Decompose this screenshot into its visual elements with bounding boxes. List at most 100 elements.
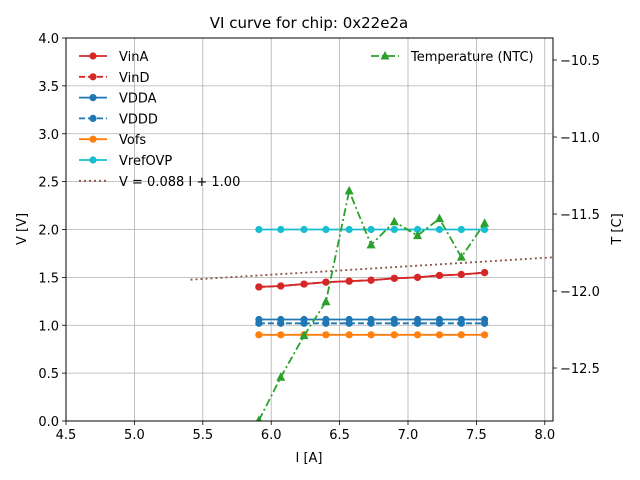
data-point-vind [457, 270, 465, 279]
y-tick-label: 3.5 [38, 80, 59, 95]
data-point-vddd [390, 319, 398, 327]
legend-label: VDDD [119, 112, 158, 127]
y-tick-label: 3.0 [38, 128, 59, 143]
x-tick-label: 7.0 [398, 428, 419, 443]
data-point-vind [300, 280, 308, 288]
legend-label: Vofs [119, 133, 146, 148]
data-point-temperature-ntc [456, 252, 466, 261]
legend-item-v-0-088-i-1-00: V = 0.088 I + 1.00 [79, 175, 240, 190]
data-point-vrefovp [300, 225, 308, 234]
data-point-temperature-ntc [344, 185, 354, 195]
y-axis-ticks: 0.0 0.5 1.0 1.5 2.0 2.5 3.0 3.5 4.0 [38, 32, 66, 430]
data-point-temperature-ntc [480, 218, 490, 227]
series-layer [190, 185, 554, 421]
data-point-vrefovp [457, 225, 465, 234]
legend-item-vdda: VDDA [79, 92, 157, 107]
legend-swatch-marker [89, 114, 97, 122]
data-point-vddd [413, 319, 422, 327]
y2-tick-label: −12.0 [560, 285, 600, 300]
y2-axis-label: T [C] [610, 213, 625, 245]
x-tick-label: 5.5 [192, 428, 213, 443]
legend-label: Temperature (NTC) [410, 50, 534, 65]
data-point-vofs [367, 331, 375, 339]
data-point-vind [367, 276, 375, 284]
data-point-vind [322, 278, 330, 286]
data-point-vrefovp [367, 225, 375, 234]
x-tick-label: 6.5 [329, 428, 350, 443]
data-point-vind [413, 273, 422, 281]
data-point-vddd [277, 319, 285, 327]
data-point-vofs [390, 331, 398, 339]
x-tick-label: 8.0 [534, 428, 555, 443]
data-point-vofs [322, 331, 330, 339]
data-point-temperature-ntc [321, 296, 331, 306]
data-point-vrefovp [390, 225, 398, 234]
legend-right: Temperature (NTC) [371, 50, 534, 65]
series-vddd [255, 319, 489, 327]
x-tick-label: 7.5 [466, 428, 487, 443]
y-tick-label: 1.5 [38, 271, 59, 286]
data-point-vddd [457, 319, 465, 327]
data-point-vrefovp [322, 225, 330, 234]
legend-item-temperature-ntc: Temperature (NTC) [371, 50, 534, 65]
data-point-vddd [322, 319, 330, 327]
data-point-vrefovp [345, 225, 353, 234]
data-point-vddd [435, 319, 444, 327]
y-tick-label: 2.0 [38, 224, 59, 239]
x-axis-ticks: 4.5 5.0 5.5 6.0 6.5 7.0 7.5 8.0 [56, 421, 555, 443]
y2-tick-label: −11.5 [560, 208, 600, 223]
data-point-vddd [300, 319, 308, 327]
series-temperature-ntc [255, 185, 490, 421]
series-vind [255, 268, 489, 291]
data-point-vofs [255, 331, 263, 339]
data-point-temperature-ntc [255, 415, 262, 421]
data-point-vofs [435, 331, 444, 339]
legend-label: VDDA [119, 92, 157, 107]
y-tick-label: 1.0 [38, 319, 59, 334]
legend-swatch-marker [380, 51, 390, 60]
x-tick-label: 5.0 [124, 428, 145, 443]
series-vrefovp [255, 225, 489, 234]
data-point-temperature-ntc [299, 330, 309, 340]
x-tick-label: 4.5 [56, 428, 77, 443]
data-point-vrefovp [435, 225, 444, 234]
y2-tick-label: −10.5 [560, 54, 600, 69]
legend-swatch-marker [89, 52, 97, 60]
legend-item-vina: VinA [79, 50, 148, 65]
legend-label: VinD [119, 71, 149, 86]
data-point-vddd [481, 319, 489, 327]
data-point-vofs [345, 331, 353, 339]
legend-label: V = 0.088 I + 1.00 [119, 175, 240, 190]
data-point-vofs [457, 331, 465, 339]
y-tick-label: 0.5 [38, 367, 59, 382]
data-point-temperature-ntc [434, 213, 444, 223]
legend-item-vddd: VDDD [79, 112, 158, 127]
data-point-vddd [345, 319, 353, 327]
legend-swatch-marker [89, 73, 97, 81]
series-vofs [255, 331, 489, 339]
legend-label: VrefOVP [119, 154, 172, 169]
data-point-vind [277, 282, 285, 290]
data-point-vind [255, 283, 263, 291]
y-axis-label: V [V] [15, 213, 30, 245]
data-point-vofs [277, 331, 285, 339]
data-point-vrefovp [277, 225, 285, 234]
series-line-temperature-ntc [258, 187, 486, 421]
data-point-vddd [367, 319, 375, 327]
data-point-temperature-ntc [366, 239, 376, 249]
y2-tick-label: −11.0 [560, 131, 600, 146]
data-point-vind [435, 271, 444, 280]
legend-swatch-marker [89, 94, 97, 102]
legend-item-vind: VinD [79, 71, 149, 86]
data-point-vrefovp [481, 225, 489, 234]
y-tick-label: 4.0 [38, 32, 59, 47]
data-point-temperature-ntc [413, 230, 423, 240]
y2-axis-ticks: −10.5 −11.0 −11.5 −12.0 −12.5 [553, 54, 600, 377]
y2-tick-label: −12.5 [560, 362, 600, 377]
x-axis-label: I [A] [295, 451, 322, 466]
legend-swatch-marker [89, 156, 97, 164]
data-point-vind [481, 268, 489, 277]
data-point-vrefovp [413, 225, 422, 234]
legend-left: VinA VinD VDDA VDDD Vofs VrefOVP V = 0.088 I +… [79, 50, 240, 190]
legend-swatch-marker [89, 135, 97, 143]
